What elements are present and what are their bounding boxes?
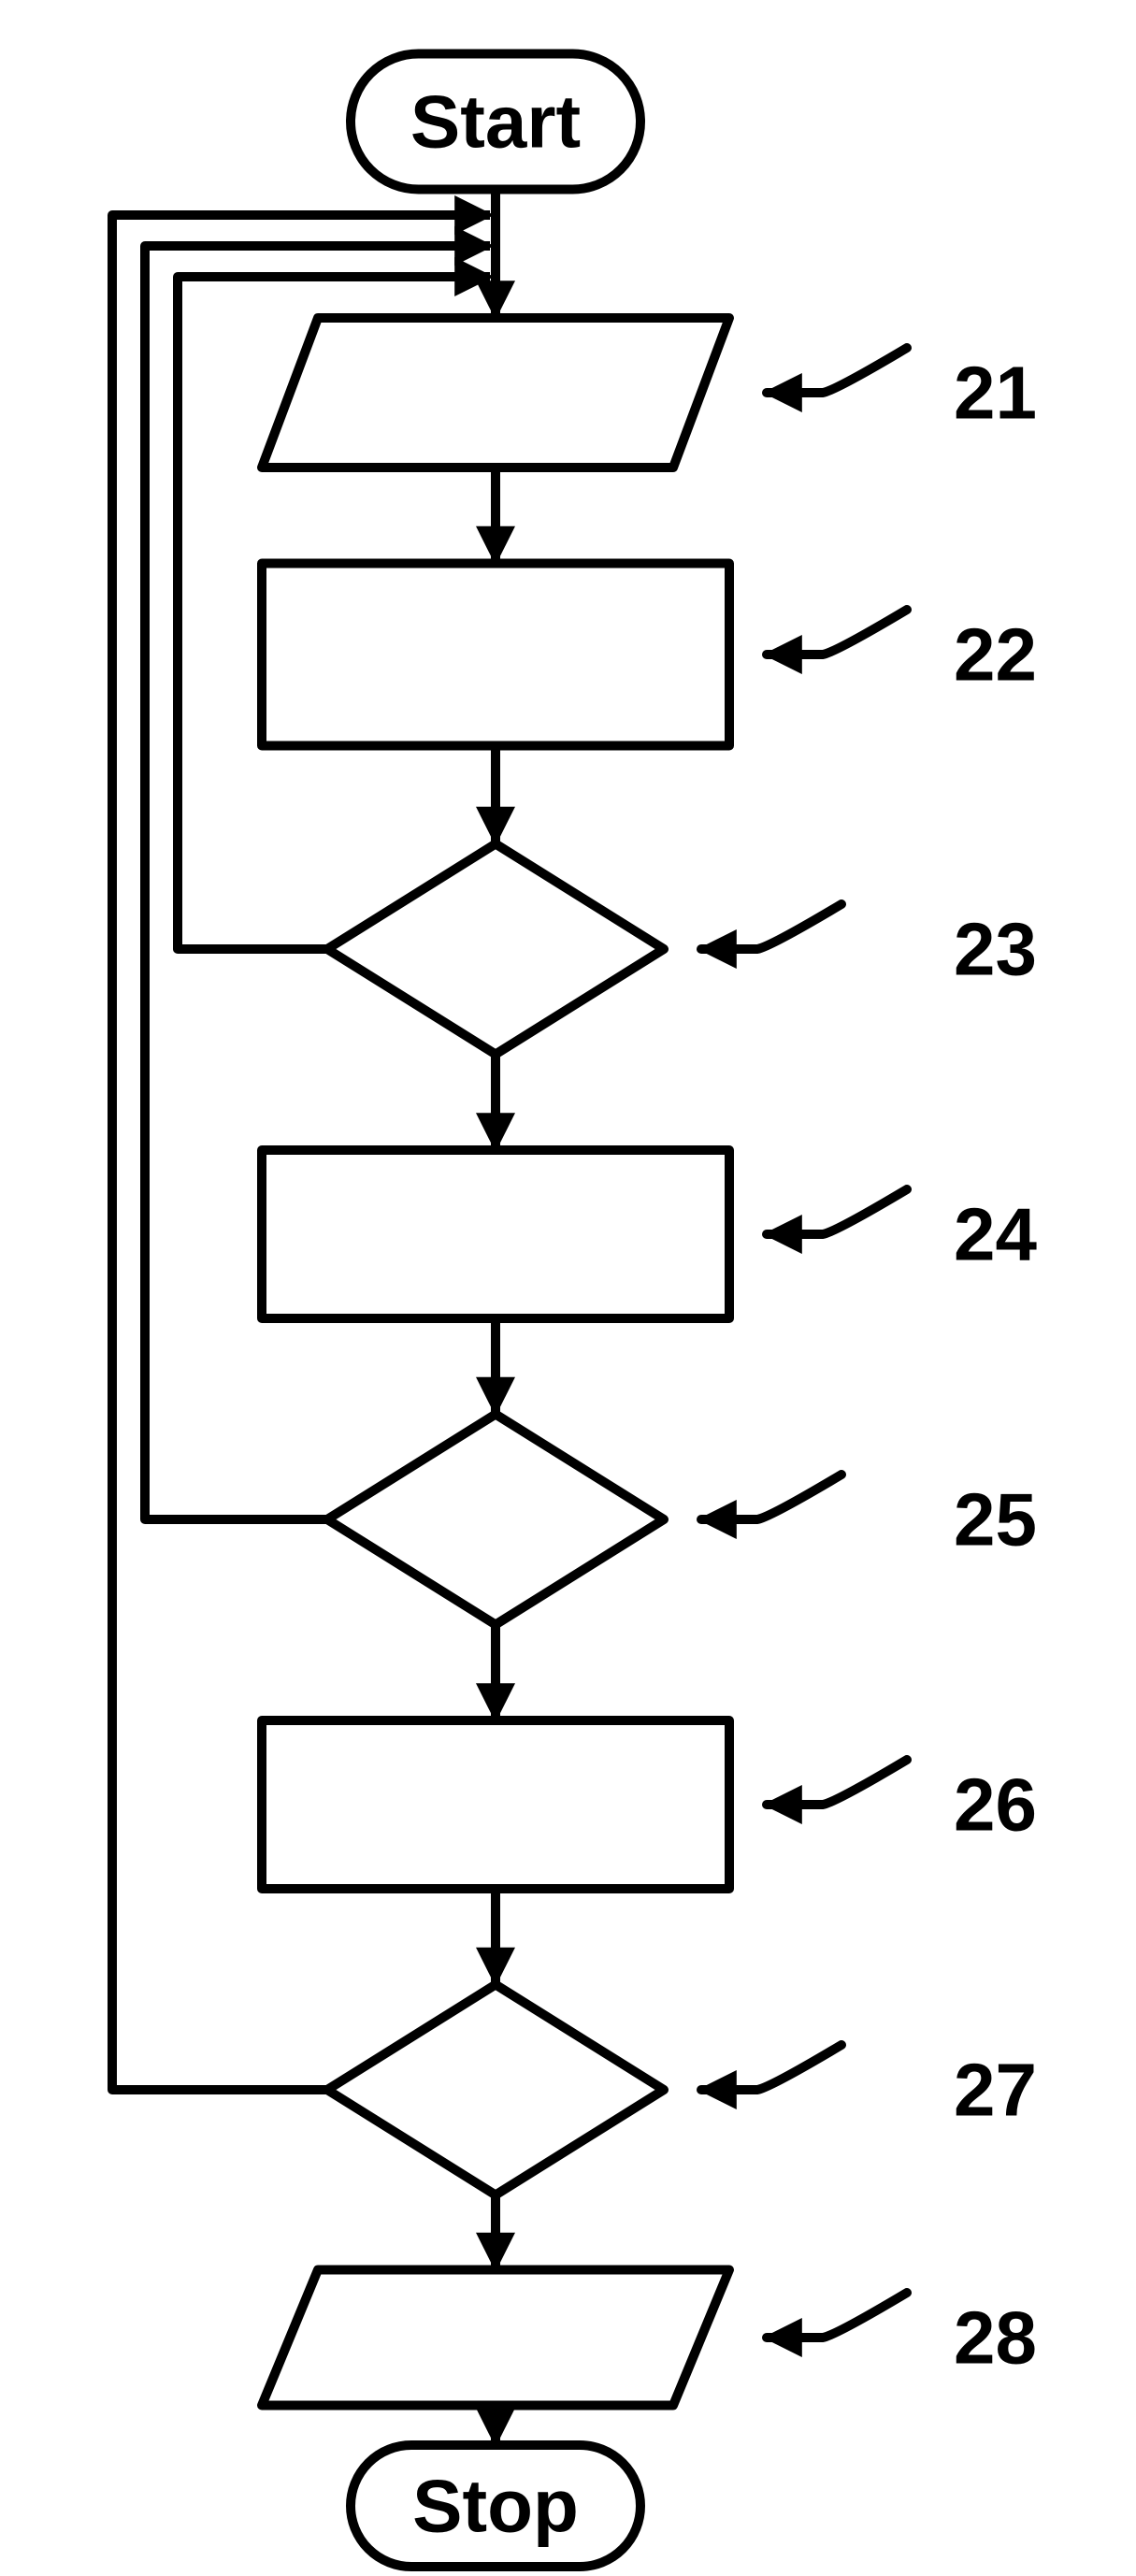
callout-arrow-27 <box>701 2045 841 2090</box>
callout-label-23: 23 <box>954 908 1037 991</box>
callout-label-24: 24 <box>954 1193 1037 1276</box>
callout-label-28: 28 <box>954 2296 1037 2380</box>
callout-arrow-25 <box>701 1475 841 1519</box>
callout-arrow-23 <box>701 904 841 949</box>
callout-arrow-28 <box>767 2293 907 2338</box>
stop-terminator-label: Stop <box>412 2465 579 2548</box>
callout-arrow-22 <box>767 610 907 655</box>
io-21 <box>262 318 729 468</box>
process-26 <box>262 1720 729 1889</box>
callout-arrow-21 <box>767 348 907 393</box>
callout-label-26: 26 <box>954 1763 1037 1847</box>
callout-label-27: 27 <box>954 2049 1037 2132</box>
process-24 <box>262 1150 729 1318</box>
start-terminator-label: Start <box>410 80 581 164</box>
decision-23 <box>327 844 664 1055</box>
callout-arrow-26 <box>767 1760 907 1805</box>
callout-arrow-24 <box>767 1189 907 1234</box>
process-22 <box>262 564 729 746</box>
callout-label-25: 25 <box>954 1478 1037 1561</box>
callout-label-22: 22 <box>954 613 1037 697</box>
decision-27 <box>327 1985 664 2195</box>
io-28 <box>262 2270 729 2406</box>
decision-25 <box>327 1415 664 1625</box>
callout-label-21: 21 <box>954 352 1037 435</box>
flowchart-canvas: Start Stop 21 22 23 24 25 26 27 28 <box>0 0 1136 2576</box>
